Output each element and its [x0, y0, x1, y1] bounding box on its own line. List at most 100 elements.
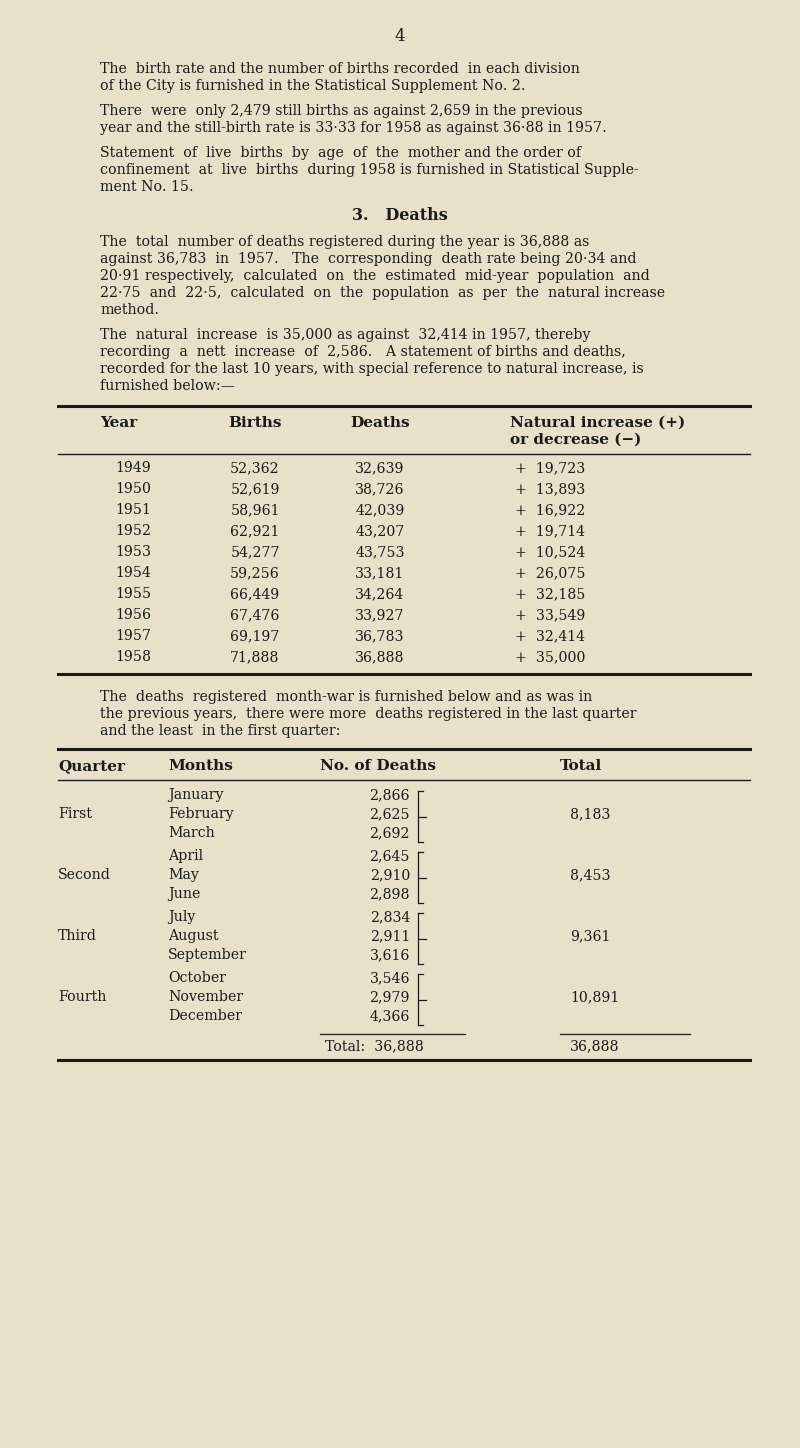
- Text: 52,619: 52,619: [230, 482, 280, 497]
- Text: and the least  in the first quarter:: and the least in the first quarter:: [100, 724, 341, 738]
- Text: or decrease (−): or decrease (−): [510, 433, 642, 447]
- Text: 34,264: 34,264: [355, 586, 405, 601]
- Text: 43,207: 43,207: [355, 524, 405, 539]
- Text: 66,449: 66,449: [230, 586, 280, 601]
- Text: 1958: 1958: [115, 650, 151, 665]
- Text: 20·91 respectively,  calculated  on  the  estimated  mid-year  population  and: 20·91 respectively, calculated on the es…: [100, 269, 650, 282]
- Text: 67,476: 67,476: [230, 608, 280, 623]
- Text: 2,979: 2,979: [370, 990, 410, 1003]
- Text: 2,692: 2,692: [370, 825, 410, 840]
- Text: Third: Third: [58, 930, 97, 943]
- Text: April: April: [168, 849, 203, 863]
- Text: 3,546: 3,546: [370, 972, 410, 985]
- Text: +  32,414: + 32,414: [515, 628, 585, 643]
- Text: 22·75  and  22·5,  calculated  on  the  population  as  per  the  natural increa: 22·75 and 22·5, calculated on the popula…: [100, 287, 665, 300]
- Text: ment No. 15.: ment No. 15.: [100, 180, 194, 194]
- Text: 62,921: 62,921: [230, 524, 280, 539]
- Text: recording  a  nett  increase  of  2,586.   A statement of births and deaths,: recording a nett increase of 2,586. A st…: [100, 345, 626, 359]
- Text: 1953: 1953: [115, 544, 151, 559]
- Text: 10,891: 10,891: [570, 990, 619, 1003]
- Text: Births: Births: [228, 416, 282, 430]
- Text: +  19,723: + 19,723: [515, 460, 586, 475]
- Text: 4,366: 4,366: [370, 1009, 410, 1022]
- Text: Natural increase (+): Natural increase (+): [510, 416, 686, 430]
- Text: Fourth: Fourth: [58, 990, 106, 1003]
- Text: 2,625: 2,625: [370, 807, 410, 821]
- Text: The  deaths  registered  month-war is furnished below and as was in: The deaths registered month-war is furni…: [100, 691, 592, 704]
- Text: 8,453: 8,453: [570, 867, 610, 882]
- Text: furnished below:—: furnished below:—: [100, 379, 235, 392]
- Text: 1952: 1952: [115, 524, 151, 539]
- Text: 1949: 1949: [115, 460, 150, 475]
- Text: Total: Total: [560, 759, 602, 773]
- Text: 1957: 1957: [115, 628, 151, 643]
- Text: Total:  36,888: Total: 36,888: [325, 1040, 424, 1053]
- Text: 54,277: 54,277: [230, 544, 280, 559]
- Text: 59,256: 59,256: [230, 566, 280, 581]
- Text: Quarter: Quarter: [58, 759, 125, 773]
- Text: +  35,000: + 35,000: [515, 650, 586, 665]
- Text: 36,888: 36,888: [570, 1040, 619, 1053]
- Text: The  natural  increase  is 35,000 as against  32,414 in 1957, thereby: The natural increase is 35,000 as agains…: [100, 329, 590, 342]
- Text: September: September: [168, 948, 247, 961]
- Text: +  26,075: + 26,075: [515, 566, 586, 581]
- Text: 2,834: 2,834: [370, 909, 410, 924]
- Text: the previous years,  there were more  deaths registered in the last quarter: the previous years, there were more deat…: [100, 707, 637, 721]
- Text: July: July: [168, 909, 195, 924]
- Text: June: June: [168, 888, 200, 901]
- Text: 71,888: 71,888: [230, 650, 280, 665]
- Text: 58,961: 58,961: [230, 502, 280, 517]
- Text: 1950: 1950: [115, 482, 151, 497]
- Text: 2,645: 2,645: [370, 849, 410, 863]
- Text: December: December: [168, 1009, 242, 1022]
- Text: +  10,524: + 10,524: [515, 544, 586, 559]
- Text: 4: 4: [394, 28, 406, 45]
- Text: 36,783: 36,783: [355, 628, 405, 643]
- Text: 2,911: 2,911: [370, 930, 410, 943]
- Text: November: November: [168, 990, 243, 1003]
- Text: 9,361: 9,361: [570, 930, 610, 943]
- Text: of the City is furnished in the Statistical Supplement No. 2.: of the City is furnished in the Statisti…: [100, 80, 526, 93]
- Text: 69,197: 69,197: [230, 628, 280, 643]
- Text: Year: Year: [100, 416, 138, 430]
- Text: 1951: 1951: [115, 502, 151, 517]
- Text: 1956: 1956: [115, 608, 151, 623]
- Text: Deaths: Deaths: [350, 416, 410, 430]
- Text: Months: Months: [168, 759, 233, 773]
- Text: 3.   Deaths: 3. Deaths: [352, 207, 448, 224]
- Text: 36,888: 36,888: [355, 650, 405, 665]
- Text: against 36,783  in  1957.   The  corresponding  death rate being 20·34 and: against 36,783 in 1957. The correspondin…: [100, 252, 637, 266]
- Text: February: February: [168, 807, 234, 821]
- Text: Statement  of  live  births  by  age  of  the  mother and the order of: Statement of live births by age of the m…: [100, 146, 581, 159]
- Text: 38,726: 38,726: [355, 482, 405, 497]
- Text: 52,362: 52,362: [230, 460, 280, 475]
- Text: May: May: [168, 867, 199, 882]
- Text: October: October: [168, 972, 226, 985]
- Text: method.: method.: [100, 303, 159, 317]
- Text: First: First: [58, 807, 92, 821]
- Text: 33,181: 33,181: [355, 566, 405, 581]
- Text: +  13,893: + 13,893: [515, 482, 586, 497]
- Text: year and the still-birth rate is 33·33 for 1958 as against 36·88 in 1957.: year and the still-birth rate is 33·33 f…: [100, 122, 606, 135]
- Text: 1955: 1955: [115, 586, 151, 601]
- Text: 3,616: 3,616: [370, 948, 410, 961]
- Text: 33,927: 33,927: [355, 608, 405, 623]
- Text: The  total  number of deaths registered during the year is 36,888 as: The total number of deaths registered du…: [100, 235, 590, 249]
- Text: There  were  only 2,479 still births as against 2,659 in the previous: There were only 2,479 still births as ag…: [100, 104, 582, 117]
- Text: 2,910: 2,910: [370, 867, 410, 882]
- Text: 43,753: 43,753: [355, 544, 405, 559]
- Text: +  16,922: + 16,922: [515, 502, 586, 517]
- Text: Second: Second: [58, 867, 111, 882]
- Text: March: March: [168, 825, 214, 840]
- Text: 42,039: 42,039: [355, 502, 405, 517]
- Text: +  19,714: + 19,714: [515, 524, 585, 539]
- Text: 1954: 1954: [115, 566, 151, 581]
- Text: +  32,185: + 32,185: [515, 586, 586, 601]
- Text: recorded for the last 10 years, with special reference to natural increase, is: recorded for the last 10 years, with spe…: [100, 362, 644, 376]
- Text: 2,898: 2,898: [370, 888, 410, 901]
- Text: 8,183: 8,183: [570, 807, 610, 821]
- Text: The  birth rate and the number of births recorded  in each division: The birth rate and the number of births …: [100, 62, 580, 75]
- Text: No. of Deaths: No. of Deaths: [320, 759, 436, 773]
- Text: +  33,549: + 33,549: [515, 608, 586, 623]
- Text: August: August: [168, 930, 218, 943]
